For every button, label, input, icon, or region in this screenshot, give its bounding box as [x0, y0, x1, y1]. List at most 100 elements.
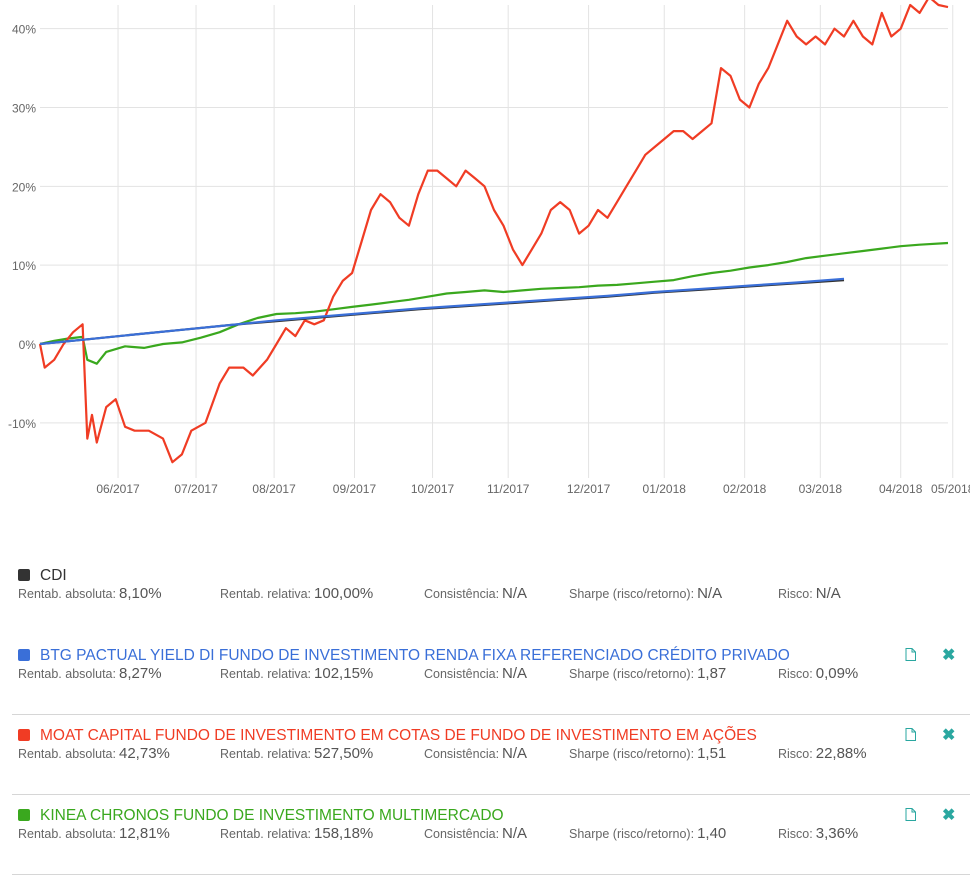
- x-tick-label: 07/2017: [174, 482, 218, 496]
- metric-value: N/A: [502, 745, 528, 762]
- x-tick-label: 04/2018: [879, 482, 923, 496]
- metric-value: 1,87: [697, 665, 727, 682]
- metric-value: 8,27%: [119, 665, 162, 682]
- metric-abs: Rentab. absoluta: 12,81%: [18, 825, 170, 842]
- x-tick-label: 08/2017: [252, 482, 296, 496]
- metric-label: Rentab. absoluta:: [18, 587, 116, 601]
- metric-value: N/A: [502, 665, 528, 682]
- legend-swatch: [18, 649, 30, 661]
- fund-name: MOAT CAPITAL FUNDO DE INVESTIMENTO EM CO…: [40, 727, 757, 744]
- metric-value: N/A: [697, 585, 723, 602]
- metric-risk: Risco: 22,88%: [778, 745, 867, 762]
- metric-label: Rentab. absoluta:: [18, 667, 116, 681]
- x-tick-label: 06/2017: [96, 482, 140, 496]
- metric-value: N/A: [815, 585, 841, 602]
- metric-value: N/A: [502, 825, 528, 842]
- metric-value: 42,73%: [119, 745, 170, 762]
- legend-swatch: [18, 729, 30, 741]
- metric-value: 1,40: [697, 825, 727, 842]
- y-axis-labels: 40% 30% 20% 10% 0% -10%: [8, 23, 36, 431]
- metric-label: Rentab. relativa:: [220, 747, 312, 761]
- x-tick-label: 05/2018: [931, 482, 970, 496]
- metric-label: Rentab. relativa:: [220, 667, 312, 681]
- metric-value: 102,15%: [314, 665, 374, 682]
- metric-risk: Risco: 3,36%: [778, 825, 858, 842]
- metric-cons: Consistência: N/A: [424, 825, 527, 842]
- metric-cons: Consistência: N/A: [424, 745, 527, 762]
- metric-label: Rentab. absoluta:: [18, 747, 116, 761]
- x-tick-label: 09/2017: [333, 482, 377, 496]
- metric-value: 100,00%: [314, 585, 374, 602]
- metric-label: Sharpe (risco/retorno):: [569, 587, 695, 601]
- fund-name: CDI: [40, 567, 67, 584]
- fund-row: CDI Rentab. absoluta: 8,10% Rentab. relativ…: [12, 555, 970, 635]
- fund-row: KINEA CHRONOS FUNDO DE INVESTIMENTO MULT…: [12, 795, 970, 875]
- performance-chart: 40% 30% 20% 10% 0% -10% 06/2017 07/2017 08/2017…: [8, 0, 970, 496]
- metric-value: 158,18%: [314, 825, 374, 842]
- series-line-1: [39, 277, 845, 346]
- metric-value: 1,51: [697, 745, 727, 762]
- y-tick-label: 30%: [12, 101, 36, 115]
- metric-abs: Rentab. absoluta: 8,27%: [18, 665, 162, 682]
- fund-title[interactable]: BTG PACTUAL YIELD DI FUNDO DE INVESTIMEN…: [18, 647, 790, 665]
- metric-value: 3,36%: [815, 825, 859, 842]
- metric-rel: Rentab. relativa: 100,00%: [220, 585, 373, 602]
- metric-value: N/A: [502, 585, 528, 602]
- metric-cons: Consistência: N/A: [424, 665, 527, 682]
- metric-label: Sharpe (risco/retorno):: [569, 827, 695, 841]
- legend-swatch: [18, 569, 30, 581]
- document-icon[interactable]: [905, 808, 916, 821]
- metric-rel: Rentab. relativa: 102,15%: [220, 665, 373, 682]
- series-line-2: [38, 0, 949, 464]
- x-axis-labels: 06/2017 07/2017 08/2017 09/2017 10/2017 11/20…: [96, 482, 970, 496]
- metric-label: Risco:: [778, 827, 813, 841]
- y-tick-label: 20%: [12, 180, 36, 194]
- fund-name: BTG PACTUAL YIELD DI FUNDO DE INVESTIMEN…: [40, 647, 790, 664]
- close-icon[interactable]: ✖: [942, 647, 956, 664]
- x-tick-label: 03/2018: [799, 482, 843, 496]
- fund-row: MOAT CAPITAL FUNDO DE INVESTIMENTO EM CO…: [12, 715, 970, 795]
- metric-abs: Rentab. absoluta: 8,10%: [18, 585, 162, 602]
- close-icon[interactable]: ✖: [942, 727, 956, 744]
- metric-value: 8,10%: [119, 585, 162, 602]
- metric-risk: Risco: 0,09%: [778, 665, 858, 682]
- fund-list: CDI Rentab. absoluta: 8,10% Rentab. relativ…: [12, 555, 970, 875]
- y-tick-label: 0%: [19, 338, 37, 352]
- legend-swatch: [18, 809, 30, 821]
- y-tick-label: -10%: [8, 417, 36, 431]
- close-icon[interactable]: ✖: [942, 807, 956, 824]
- metric-label: Rentab. relativa:: [220, 587, 312, 601]
- metric-sharpe: Sharpe (risco/retorno): 1,40: [569, 825, 726, 842]
- metric-value: 22,88%: [815, 745, 867, 762]
- metric-label: Rentab. relativa:: [220, 827, 312, 841]
- fund-title[interactable]: MOAT CAPITAL FUNDO DE INVESTIMENTO EM CO…: [18, 727, 757, 745]
- metric-risk: Risco: N/A: [778, 585, 841, 602]
- metric-cons: Consistência: N/A: [424, 585, 527, 602]
- metric-label: Risco:: [778, 747, 813, 761]
- metric-label: Consistência:: [424, 587, 500, 601]
- document-icon[interactable]: [905, 728, 916, 741]
- fund-title[interactable]: CDI: [18, 567, 67, 585]
- series-line-3: [39, 241, 949, 365]
- metric-value: 12,81%: [119, 825, 170, 842]
- metric-rel: Rentab. relativa: 158,18%: [220, 825, 373, 842]
- metric-sharpe: Sharpe (risco/retorno): 1,87: [569, 665, 726, 682]
- x-tick-label: 01/2018: [643, 482, 687, 496]
- metric-rel: Rentab. relativa: 527,50%: [220, 745, 373, 762]
- metric-label: Risco:: [778, 667, 813, 681]
- metric-label: Consistência:: [424, 667, 500, 681]
- metric-label: Rentab. absoluta:: [18, 827, 116, 841]
- y-tick-label: 10%: [12, 259, 36, 273]
- series-line-0: [39, 279, 845, 346]
- chart-grid: [40, 5, 954, 478]
- metric-label: Risco:: [778, 587, 813, 601]
- metric-value: 527,50%: [314, 745, 374, 762]
- metric-label: Sharpe (risco/retorno):: [569, 747, 695, 761]
- series-lines: [38, 0, 949, 464]
- document-icon[interactable]: [905, 648, 916, 661]
- fund-row: BTG PACTUAL YIELD DI FUNDO DE INVESTIMEN…: [12, 635, 970, 715]
- x-tick-label: 11/2017: [487, 482, 530, 496]
- metric-abs: Rentab. absoluta: 42,73%: [18, 745, 170, 762]
- fund-title[interactable]: KINEA CHRONOS FUNDO DE INVESTIMENTO MULT…: [18, 807, 504, 825]
- metric-label: Sharpe (risco/retorno):: [569, 667, 695, 681]
